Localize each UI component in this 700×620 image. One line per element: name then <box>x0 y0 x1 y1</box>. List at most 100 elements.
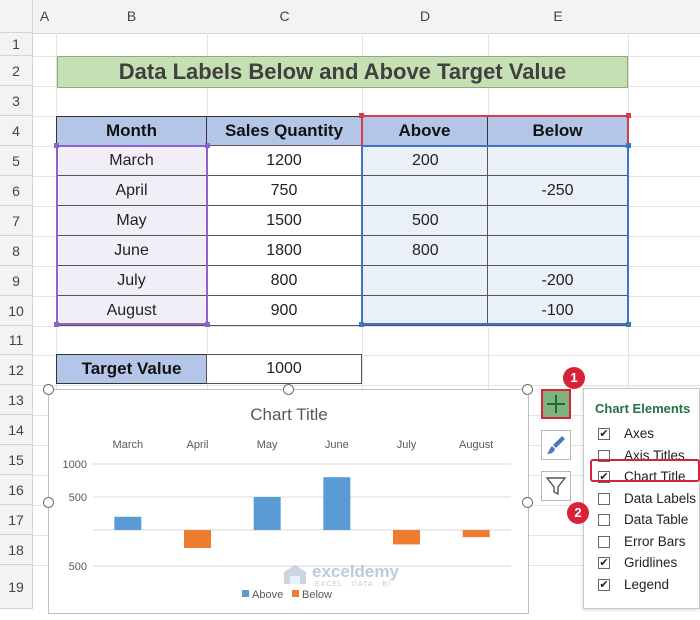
y-tick-label: 500 <box>69 561 87 573</box>
table-cell-month[interactable]: July <box>56 265 207 296</box>
column-header-empty[interactable] <box>628 0 700 34</box>
row-header-18[interactable]: 18 <box>0 535 33 565</box>
checkbox[interactable] <box>598 449 610 462</box>
row-header-9[interactable]: 9 <box>0 266 33 296</box>
chart-filters-button[interactable] <box>541 471 571 501</box>
selection-handle[interactable] <box>626 322 631 327</box>
chart-resize-handle[interactable] <box>522 384 533 395</box>
row-header-6[interactable]: 6 <box>0 176 33 206</box>
row-header-17[interactable]: 17 <box>0 505 33 535</box>
row-header-19[interactable]: 19 <box>0 565 33 609</box>
selection-handle[interactable] <box>54 322 59 327</box>
chart-elements-panel: Chart Elements ✔ Axes Axis Titles ✔ Chart Ti… <box>583 388 700 609</box>
row-header-4[interactable]: 4 <box>0 116 33 146</box>
column-header-d[interactable]: D <box>362 0 489 34</box>
legend-label-above[interactable]: Above <box>252 589 283 601</box>
category-label: March <box>113 439 144 451</box>
selection-handle[interactable] <box>626 143 631 148</box>
bar-below-july[interactable] <box>393 530 420 545</box>
chart-resize-handle[interactable] <box>522 497 533 508</box>
table-cell-month[interactable]: June <box>56 235 207 266</box>
column-chart[interactable]: Chart Title 1000 500 500 March April May June Ju… <box>49 390 530 615</box>
row-header-14[interactable]: 14 <box>0 415 33 445</box>
gridline-horizontal <box>33 326 700 327</box>
selection-handle[interactable] <box>359 113 364 118</box>
row-header-16[interactable]: 16 <box>0 475 33 505</box>
table-cell-month[interactable]: April <box>56 175 207 206</box>
row-header-10[interactable]: 10 <box>0 296 33 326</box>
checkbox-label: Data Labels <box>624 490 697 506</box>
selection-handle[interactable] <box>626 113 631 118</box>
y-tick-label: 500 <box>69 492 87 504</box>
bar-above-june[interactable] <box>323 477 351 530</box>
category-label: July <box>397 439 417 451</box>
target-value-cell[interactable]: 1000 <box>206 354 362 384</box>
table-cell-sales[interactable]: 1500 <box>206 205 362 236</box>
table-cell-above[interactable]: 800 <box>361 235 488 266</box>
table-cell-below[interactable] <box>487 205 628 236</box>
table-cell-below[interactable]: -250 <box>487 175 628 206</box>
chart-resize-handle[interactable] <box>43 384 54 395</box>
bar-below-august[interactable] <box>462 530 490 538</box>
legend-swatch-below <box>292 590 299 597</box>
table-cell-below[interactable]: -100 <box>487 295 628 326</box>
table-cell-month[interactable]: August <box>56 295 207 326</box>
chart-elements-button[interactable] <box>541 389 571 419</box>
category-label: April <box>186 439 208 451</box>
checkbox[interactable]: ✔ <box>598 557 610 569</box>
bar-below-april[interactable] <box>184 530 211 548</box>
row-header-3[interactable]: 3 <box>0 86 33 116</box>
table-cell-above[interactable]: 500 <box>361 205 488 236</box>
table-cell-above[interactable]: 200 <box>361 145 488 176</box>
row-header-13[interactable]: 13 <box>0 385 33 415</box>
row-header-15[interactable]: 15 <box>0 445 33 475</box>
row-header-8[interactable]: 8 <box>0 236 33 266</box>
selection-handle[interactable] <box>359 322 364 327</box>
table-cell-below[interactable] <box>487 145 628 176</box>
table-cell-below[interactable]: -200 <box>487 265 628 296</box>
select-all-corner[interactable] <box>0 0 33 33</box>
checkbox[interactable] <box>598 514 610 526</box>
column-header-e[interactable]: E <box>488 0 629 34</box>
column-header-a[interactable]: A <box>33 0 57 34</box>
bar-above-may[interactable] <box>253 497 281 530</box>
checkbox[interactable]: ✔ <box>598 578 610 591</box>
checkbox-label: Data Table <box>624 512 689 527</box>
table-cell-above[interactable] <box>361 265 488 296</box>
table-header-below: Below <box>487 116 628 146</box>
table-cell-sales[interactable]: 1200 <box>206 145 362 176</box>
column-header-b[interactable]: B <box>56 0 208 34</box>
row-header-12[interactable]: 12 <box>0 355 33 385</box>
legend-label-below[interactable]: Below <box>302 589 332 601</box>
table-cell-sales[interactable]: 800 <box>206 265 362 296</box>
table-cell-sales[interactable]: 1800 <box>206 235 362 266</box>
checkbox[interactable] <box>598 492 610 505</box>
table-cell-month[interactable]: May <box>56 205 207 236</box>
checkbox[interactable]: ✔ <box>598 428 610 440</box>
chart-styles-button[interactable] <box>541 430 571 460</box>
checkbox-label: Error Bars <box>624 533 686 549</box>
table-cell-above[interactable] <box>361 295 488 326</box>
chart-resize-handle[interactable] <box>43 497 54 508</box>
selection-handle[interactable] <box>205 143 210 148</box>
table-cell-below[interactable] <box>487 235 628 266</box>
checkbox[interactable] <box>598 535 610 548</box>
table-cell-above[interactable] <box>361 175 488 206</box>
legend-swatch-above <box>242 590 249 597</box>
chart-title[interactable]: Chart Title <box>250 405 327 424</box>
checkbox-label: Legend <box>624 576 670 592</box>
selection-handle[interactable] <box>205 322 210 327</box>
chart-resize-handle[interactable] <box>283 384 294 395</box>
selection-handle[interactable] <box>54 143 59 148</box>
table-cell-sales[interactable]: 750 <box>206 175 362 206</box>
bar-above-march[interactable] <box>114 516 142 530</box>
chart-elements-panel-title: Chart Elements <box>595 401 691 416</box>
row-header-11[interactable]: 11 <box>0 326 33 355</box>
table-cell-month[interactable]: March <box>56 145 207 176</box>
column-header-c[interactable]: C <box>207 0 363 34</box>
row-header-2[interactable]: 2 <box>0 56 33 86</box>
row-header-7[interactable]: 7 <box>0 206 33 236</box>
table-cell-sales[interactable]: 900 <box>206 295 362 326</box>
row-header-1[interactable]: 1 <box>0 33 33 56</box>
row-header-5[interactable]: 5 <box>0 146 33 176</box>
